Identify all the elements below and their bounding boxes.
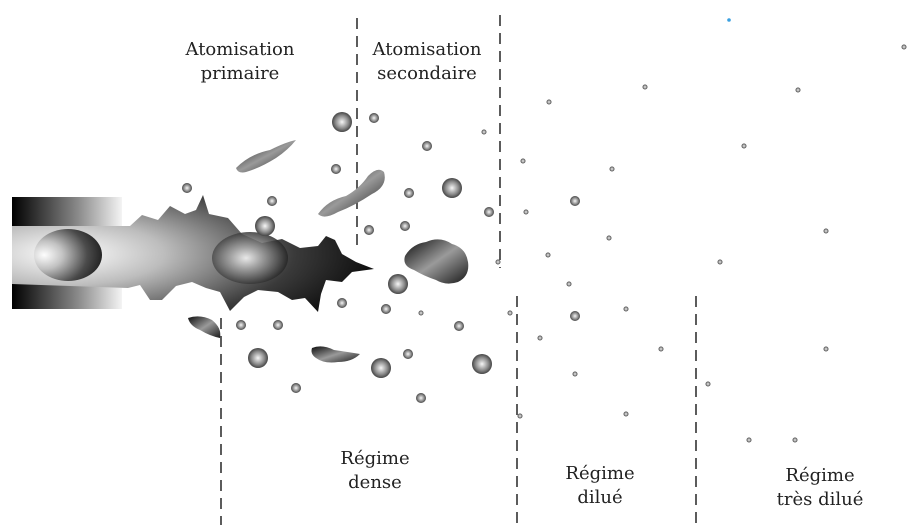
droplet <box>472 354 492 374</box>
label-dilute-regime: Régime dilué <box>535 462 665 510</box>
droplet <box>404 188 414 198</box>
label-primary-atomisation: Atomisation primaire <box>160 38 320 86</box>
ligaments <box>188 140 469 363</box>
droplet <box>572 371 578 377</box>
droplet <box>795 87 801 93</box>
label-primary-line2: primaire <box>200 63 280 84</box>
droplet <box>545 252 551 258</box>
droplet <box>371 358 391 378</box>
liquid-jet <box>12 195 374 312</box>
label-secondary-line2: secondaire <box>377 63 477 84</box>
droplet <box>236 320 246 330</box>
droplet <box>642 84 648 90</box>
droplet <box>442 178 462 198</box>
droplet <box>418 310 424 316</box>
label-very-dilute-line2: très dilué <box>776 489 864 510</box>
droplet <box>507 310 513 316</box>
droplet <box>546 99 552 105</box>
label-very-dilute-regime: Régime très dilué <box>750 464 890 512</box>
droplet <box>623 411 629 417</box>
droplet <box>331 164 341 174</box>
label-dense-regime: Régime dense <box>310 447 440 495</box>
label-secondary-line1: Atomisation <box>372 39 482 60</box>
droplet <box>400 221 410 231</box>
droplet <box>481 129 487 135</box>
droplet <box>606 235 612 241</box>
droplet <box>416 393 426 403</box>
droplet <box>658 346 664 352</box>
droplet <box>566 281 572 287</box>
label-secondary-atomisation: Atomisation secondaire <box>352 38 502 86</box>
droplet <box>248 348 268 368</box>
droplet <box>823 346 829 352</box>
label-dense-line2: dense <box>348 472 402 493</box>
nozzle <box>12 197 122 309</box>
droplet <box>364 225 374 235</box>
droplet <box>337 298 347 308</box>
droplet <box>523 209 529 215</box>
droplet <box>520 158 526 164</box>
droplet <box>291 383 301 393</box>
droplet <box>255 216 275 236</box>
droplet <box>741 143 747 149</box>
droplet <box>267 196 277 206</box>
region-separators <box>220 15 697 525</box>
label-very-dilute-line1: Régime <box>785 465 855 486</box>
droplet <box>792 437 798 443</box>
ligament <box>188 316 221 338</box>
droplet <box>495 259 501 265</box>
stray-dot <box>727 18 731 22</box>
label-dense-line1: Régime <box>340 448 410 469</box>
droplet <box>369 113 379 123</box>
droplet <box>717 259 723 265</box>
ligament-blob <box>404 239 469 284</box>
droplet <box>570 311 580 321</box>
droplet <box>422 141 432 151</box>
droplet <box>623 306 629 312</box>
droplet <box>570 196 580 206</box>
droplet <box>454 321 464 331</box>
droplet <box>403 349 413 359</box>
label-dilute-line2: dilué <box>577 487 623 508</box>
droplet <box>517 413 523 419</box>
label-primary-line1: Atomisation <box>185 39 295 60</box>
droplet <box>609 166 615 172</box>
droplet <box>484 207 494 217</box>
droplet <box>182 183 192 193</box>
ligament <box>311 346 360 363</box>
droplet <box>273 320 283 330</box>
droplet <box>388 274 408 294</box>
droplet <box>381 304 391 314</box>
droplet <box>746 437 752 443</box>
droplets <box>182 44 907 443</box>
droplet <box>537 335 543 341</box>
droplet <box>901 44 907 50</box>
droplet <box>705 381 711 387</box>
label-dilute-line1: Régime <box>565 463 635 484</box>
ligament <box>236 140 296 173</box>
droplet <box>823 228 829 234</box>
droplet <box>332 112 352 132</box>
ligament <box>318 169 385 217</box>
